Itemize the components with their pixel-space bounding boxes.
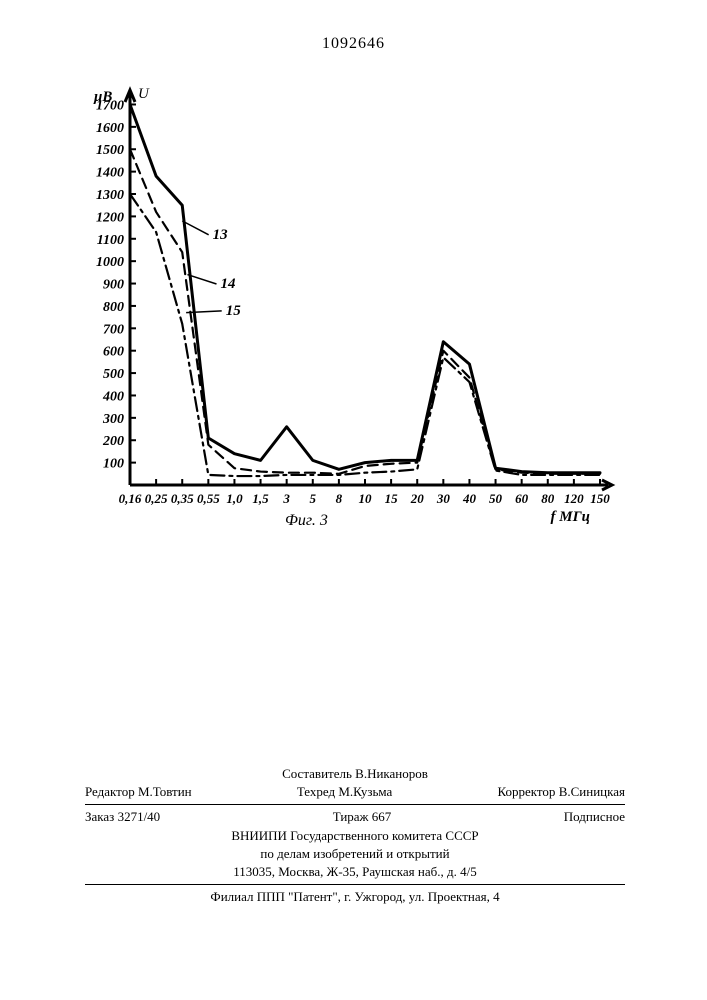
y-tick-label: 500 bbox=[103, 367, 124, 382]
order-label: Заказ bbox=[85, 809, 114, 824]
x-tick-label: 3 bbox=[282, 491, 290, 506]
y-tick-label: 1100 bbox=[97, 233, 124, 248]
x-tick-label: 0,55 bbox=[197, 491, 220, 506]
org-addr: 113035, Москва, Ж-35, Раушская наб., д. … bbox=[85, 863, 625, 881]
y-tick-label: 1300 bbox=[96, 188, 124, 203]
chart-svg: 100 200 300 400 500 600 700 800 900 1000 1100 1200 1… bbox=[60, 80, 620, 550]
footer-divider-2 bbox=[85, 884, 625, 885]
page-number: 1092646 bbox=[0, 35, 707, 53]
x-tick-label: 150 bbox=[590, 491, 610, 506]
y-tick-label: 900 bbox=[103, 278, 124, 293]
x-axis-label: f МГц bbox=[551, 509, 591, 525]
tech-label: Техред bbox=[297, 784, 335, 799]
compiler-name: В.Никаноров bbox=[355, 766, 428, 781]
chart-figure: 100 200 300 400 500 600 700 800 900 1000 1100 1200 1… bbox=[60, 80, 620, 550]
x-tick-label: 50 bbox=[489, 491, 503, 506]
y-tick-label: 600 bbox=[103, 345, 124, 360]
y-tick-label: 1000 bbox=[96, 255, 124, 270]
series-annotation: 14 bbox=[221, 276, 237, 292]
y-tick-label: 700 bbox=[103, 322, 124, 337]
x-tick-label: 0,25 bbox=[145, 491, 168, 506]
annotation-leader bbox=[186, 311, 222, 313]
y-tick-label: 1200 bbox=[96, 210, 124, 225]
circulation-label: Тираж bbox=[333, 809, 369, 824]
y-axis-unit: μВ bbox=[93, 89, 112, 105]
series-annotation: 15 bbox=[226, 303, 242, 319]
org-line-1: ВНИИПИ Государственного комитета СССР bbox=[85, 827, 625, 845]
x-tick-label: 1,5 bbox=[252, 491, 269, 506]
y-tick-label: 1600 bbox=[96, 121, 124, 136]
branch: Филиал ППП "Патент", г. Ужгород, ул. Про… bbox=[85, 888, 625, 906]
editor-label: Редактор bbox=[85, 784, 135, 799]
x-tick-label: 5 bbox=[310, 491, 317, 506]
y-tick-label: 800 bbox=[103, 300, 124, 315]
subscription: Подписное bbox=[564, 808, 625, 826]
x-tick-label: 10 bbox=[359, 491, 373, 506]
y-tick-label: 300 bbox=[102, 412, 124, 427]
y-tick-label: 1500 bbox=[96, 143, 124, 158]
figure-caption: Фиг. 3 bbox=[285, 512, 328, 529]
y-axis-var: U bbox=[138, 86, 150, 102]
y-tick-label: 1400 bbox=[96, 166, 124, 181]
x-tick-label: 0,16 bbox=[119, 491, 142, 506]
x-tick-label: 20 bbox=[410, 491, 425, 506]
x-tick-label: 40 bbox=[462, 491, 477, 506]
corrector-name: В.Синицкая bbox=[559, 784, 625, 799]
x-tick-label: 0,35 bbox=[171, 491, 194, 506]
footer-block: Составитель В.Никаноров Редактор М.Товти… bbox=[85, 765, 625, 906]
series-13 bbox=[130, 104, 600, 472]
tech-name: М.Кузьма bbox=[338, 784, 392, 799]
x-tick-label: 8 bbox=[336, 491, 343, 506]
series-annotation: 13 bbox=[213, 227, 229, 243]
y-tick-label: 100 bbox=[103, 457, 124, 472]
x-tick-label: 120 bbox=[564, 491, 584, 506]
compiler-label: Составитель bbox=[282, 766, 352, 781]
x-tick-label: 30 bbox=[436, 491, 451, 506]
series-15 bbox=[130, 194, 600, 476]
x-tick-label: 15 bbox=[385, 491, 399, 506]
editor-name: М.Товтин bbox=[138, 784, 192, 799]
x-tick-label: 60 bbox=[515, 491, 529, 506]
x-tick-label: 80 bbox=[541, 491, 555, 506]
order-value: 3271/40 bbox=[118, 809, 161, 824]
corrector-label: Корректор bbox=[497, 784, 555, 799]
y-tick-label: 200 bbox=[102, 434, 124, 449]
y-tick-label: 400 bbox=[102, 389, 124, 404]
org-line-2: по делам изобретений и открытий bbox=[85, 845, 625, 863]
circulation-value: 667 bbox=[372, 809, 392, 824]
footer-divider-1 bbox=[85, 804, 625, 805]
x-tick-label: 1,0 bbox=[226, 491, 243, 506]
